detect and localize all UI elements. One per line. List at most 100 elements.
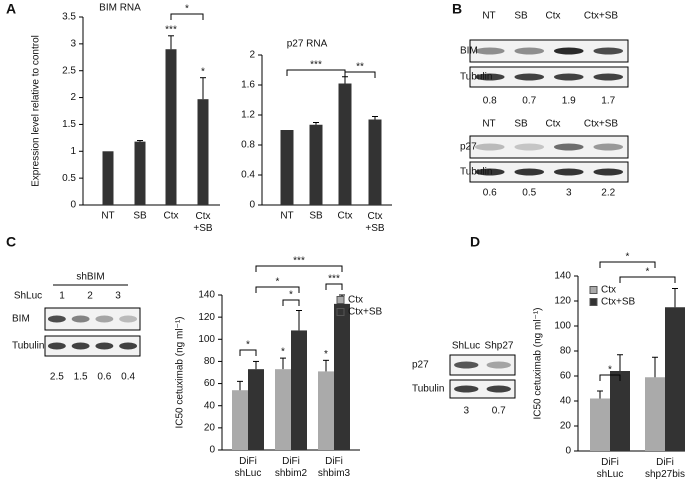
y-tick-label: 140 (198, 290, 215, 301)
blot-band (119, 315, 138, 323)
lane-label: NT (482, 11, 495, 22)
significance: * (289, 290, 293, 301)
error-bar (237, 380, 243, 391)
x-tick-label: Ctx (164, 211, 179, 222)
significance: *** (293, 256, 305, 267)
y-tick-label: 1.6 (241, 80, 255, 91)
blot-frame (449, 354, 516, 376)
x-tick-label: DiFi shbim2 (275, 456, 308, 479)
blot-band (474, 47, 505, 55)
y-tick-label: 40 (204, 400, 216, 411)
blot-band (553, 168, 584, 176)
blot-band (71, 315, 90, 323)
blot-band (474, 143, 505, 151)
significance: * (185, 4, 189, 15)
significance: * (201, 66, 205, 77)
blot-frame (44, 307, 141, 331)
bar (645, 377, 665, 451)
blot-band (119, 342, 138, 350)
legend-label: Ctx (601, 285, 616, 296)
y-tick-label: 20 (560, 421, 572, 432)
error-bar (617, 354, 623, 371)
panel-label: D (470, 234, 480, 250)
quantification: 2.5 (50, 372, 64, 383)
x-tick-label: Ctx (338, 211, 353, 222)
bracket (170, 13, 204, 20)
significance: ** (356, 62, 364, 73)
blot-band (454, 385, 479, 393)
error-bar (323, 359, 329, 372)
row-label: Tubulin (12, 341, 44, 352)
x-tick-label: NT (101, 211, 114, 222)
panel-label: B (452, 1, 462, 17)
x-tick-label: SB (133, 211, 147, 222)
x-tick-label: DiFi shLuc (235, 456, 262, 479)
significance: * (246, 340, 250, 351)
bar (197, 99, 209, 205)
significance: *** (310, 60, 322, 71)
lane-label: Ctx (546, 11, 561, 22)
y-tick-label: 0.5 (62, 173, 76, 184)
chart-title: BIM RNA (99, 3, 141, 14)
lane-label: Ctx+SB (584, 119, 619, 130)
y-tick-label: 40 (560, 396, 572, 407)
row-label: Tubulin (412, 384, 444, 395)
significance: *** (328, 274, 340, 285)
y-tick-label: 80 (560, 346, 572, 357)
quantification: 0.4 (121, 372, 135, 383)
blot-band (514, 73, 545, 81)
panel-label: A (6, 1, 16, 17)
row-label: p27 (460, 142, 477, 153)
blot-frame (469, 135, 629, 159)
y-tick-label: 80 (204, 356, 216, 367)
blot-band (47, 315, 66, 323)
bracket (599, 374, 621, 381)
blot-band (514, 47, 545, 55)
significance: * (281, 347, 285, 358)
error-bar (200, 77, 206, 100)
y-axis-label: IC50 cetuximab (ng ml⁻¹) (533, 308, 544, 420)
y-tick-label: 1.2 (241, 110, 255, 121)
y-tick-label: 2 (70, 92, 76, 103)
y-tick-label: 1.5 (62, 119, 76, 130)
bar (275, 369, 291, 450)
lane-label: ShLuc (14, 291, 42, 302)
bar (368, 119, 382, 205)
lane-label: SB (514, 11, 528, 22)
error-bar (652, 356, 658, 378)
blot-band (474, 73, 505, 81)
lane-label: 3 (115, 291, 121, 302)
y-tick-label: 0 (565, 446, 571, 457)
row-label: p27 (412, 360, 429, 371)
blot-band (486, 361, 511, 369)
bar (338, 83, 352, 205)
quantification: 3 (566, 188, 572, 199)
quantification: 1.7 (601, 96, 615, 107)
bracket (286, 69, 346, 76)
blot-band (486, 385, 511, 393)
y-tick-label: 140 (554, 271, 571, 282)
bracket (282, 299, 300, 306)
blot-band (514, 143, 545, 151)
legend-label: Ctx+SB (601, 297, 636, 308)
quantification: 1.5 (74, 372, 88, 383)
bracket (619, 276, 676, 283)
y-tick-label: 100 (198, 334, 215, 345)
blot-frame (469, 39, 629, 63)
lane-label: NT (482, 119, 495, 130)
error-bar (168, 35, 174, 50)
error-bar (597, 390, 603, 399)
blot-band (553, 143, 584, 151)
y-tick-label: 0 (70, 200, 76, 211)
quantification: 0.6 (483, 188, 497, 199)
y-tick-label: 1 (70, 146, 76, 157)
y-tick-label: 60 (204, 378, 216, 389)
significance: * (276, 277, 280, 288)
quantification: 0.7 (522, 96, 536, 107)
blot-band (593, 73, 624, 81)
significance: * (646, 267, 650, 278)
quantification: 3 (463, 406, 469, 417)
row-label: BIM (12, 314, 30, 325)
bar (165, 49, 177, 205)
quantification: 2.2 (601, 188, 615, 199)
